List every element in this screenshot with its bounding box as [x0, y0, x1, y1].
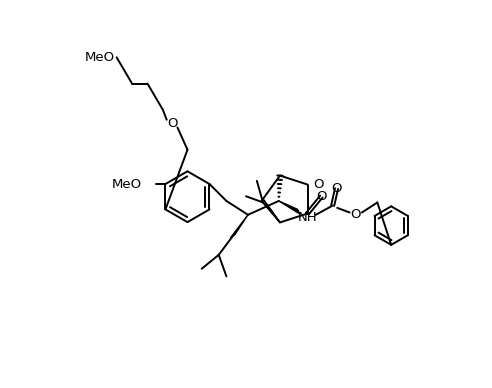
Text: O: O	[331, 182, 342, 195]
Text: MeO: MeO	[112, 177, 142, 191]
Text: O: O	[167, 117, 177, 130]
Text: NH: NH	[298, 211, 318, 224]
Text: O: O	[313, 178, 324, 191]
Polygon shape	[230, 215, 248, 238]
Text: O: O	[316, 190, 327, 203]
Polygon shape	[261, 201, 280, 222]
Text: MeO: MeO	[85, 51, 115, 64]
Polygon shape	[279, 201, 300, 214]
Text: O: O	[350, 208, 361, 221]
